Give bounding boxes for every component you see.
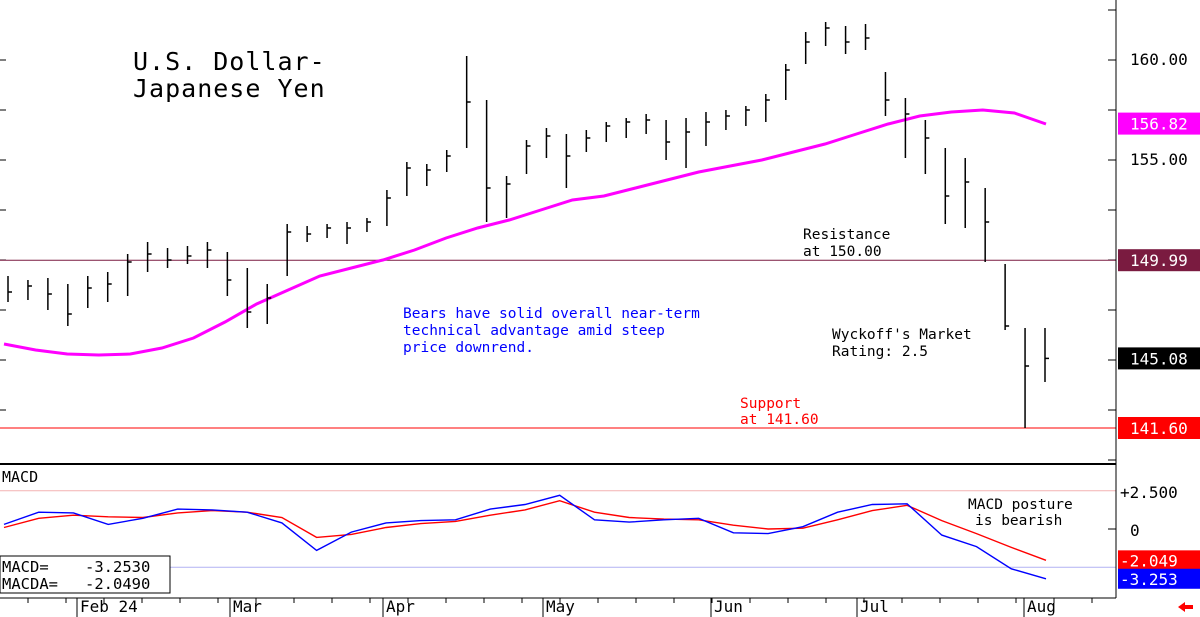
macd-series-line	[3, 499, 1047, 561]
macd-tick-label: +2.500	[1120, 483, 1178, 502]
macd-tag-label: -3.253	[1120, 570, 1178, 589]
price-tick-label: 160.00	[1130, 50, 1188, 69]
macd-tag-background	[1118, 550, 1200, 571]
macda-readout-value: -2.0490	[85, 575, 150, 593]
month-label: Jun	[714, 597, 743, 616]
macd-panel-title: MACD	[2, 468, 38, 486]
month-label: Feb 24	[80, 597, 138, 616]
resistance-annotation-line-1: Resistance	[803, 227, 890, 243]
macda-readout-label: MACDA=	[2, 575, 58, 593]
macd-readout-value: -3.2530	[85, 558, 150, 576]
price-tag-background	[1118, 112, 1200, 135]
month-label: May	[546, 597, 575, 616]
commentary-line-2: technical advantage amid steep	[403, 323, 665, 339]
price-tag-label: 141.60	[1130, 419, 1188, 438]
price-tick-label: 155.00	[1130, 150, 1188, 169]
price-tag-background	[1118, 347, 1200, 370]
price-axis: 160.00 155.00	[1130, 50, 1188, 169]
resistance-annotation-line-2: at 150.00	[803, 244, 882, 260]
moving-average	[3, 108, 1047, 357]
left-arrow-icon[interactable]	[1178, 602, 1193, 612]
price-tags: 156.82 149.99 145.08 141.60	[1118, 112, 1200, 439]
month-label: Apr	[386, 597, 415, 616]
market-rating-line-2: Rating: 2.5	[832, 344, 928, 360]
month-label: Mar	[233, 597, 262, 616]
macd-readout-box: MACD= -3.2530 MACDA= -2.0490	[0, 555, 171, 594]
price-tag-label: 156.82	[1130, 115, 1188, 134]
commentary-line-1: Bears have solid overall near-term	[403, 306, 700, 322]
macd-tag-background	[1118, 568, 1200, 589]
price-bars	[7, 22, 1049, 428]
macd-lines	[3, 494, 1047, 580]
support-annotation-line-2: at 141.60	[740, 412, 819, 428]
month-axis: Feb 24 Mar Apr May Jun Jul Aug	[27, 597, 1093, 617]
chart-title-line-2: Japanese Yen	[133, 74, 326, 103]
macd-grid	[0, 490, 1116, 568]
month-label: Jul	[860, 597, 889, 616]
month-label: Aug	[1027, 597, 1056, 616]
price-tag-background	[1118, 417, 1200, 439]
commentary-line-3: price downrend.	[403, 340, 534, 356]
chart-title-line-1: U.S. Dollar-	[133, 47, 326, 76]
price-tag-background	[1118, 249, 1200, 272]
macd-tag-label: -2.049	[1120, 551, 1178, 570]
macd-series-line	[3, 494, 1047, 580]
macd-annotation-line-1: MACD posture	[968, 497, 1073, 513]
market-rating-line-1: Wyckoff's Market	[832, 327, 972, 343]
support-annotation-line-1: Support	[740, 396, 801, 412]
macd-tick-label: 0	[1130, 521, 1140, 540]
moving-average-line	[3, 108, 1047, 357]
macd-tags: -2.049-3.253	[1118, 550, 1200, 589]
price-tag-label: 149.99	[1130, 251, 1188, 270]
macd-annotation-line-2: is bearish	[975, 513, 1062, 529]
reference-lines	[0, 259, 1116, 429]
macd-readout-label: MACD=	[2, 558, 49, 576]
price-tag-label: 145.08	[1130, 349, 1188, 368]
